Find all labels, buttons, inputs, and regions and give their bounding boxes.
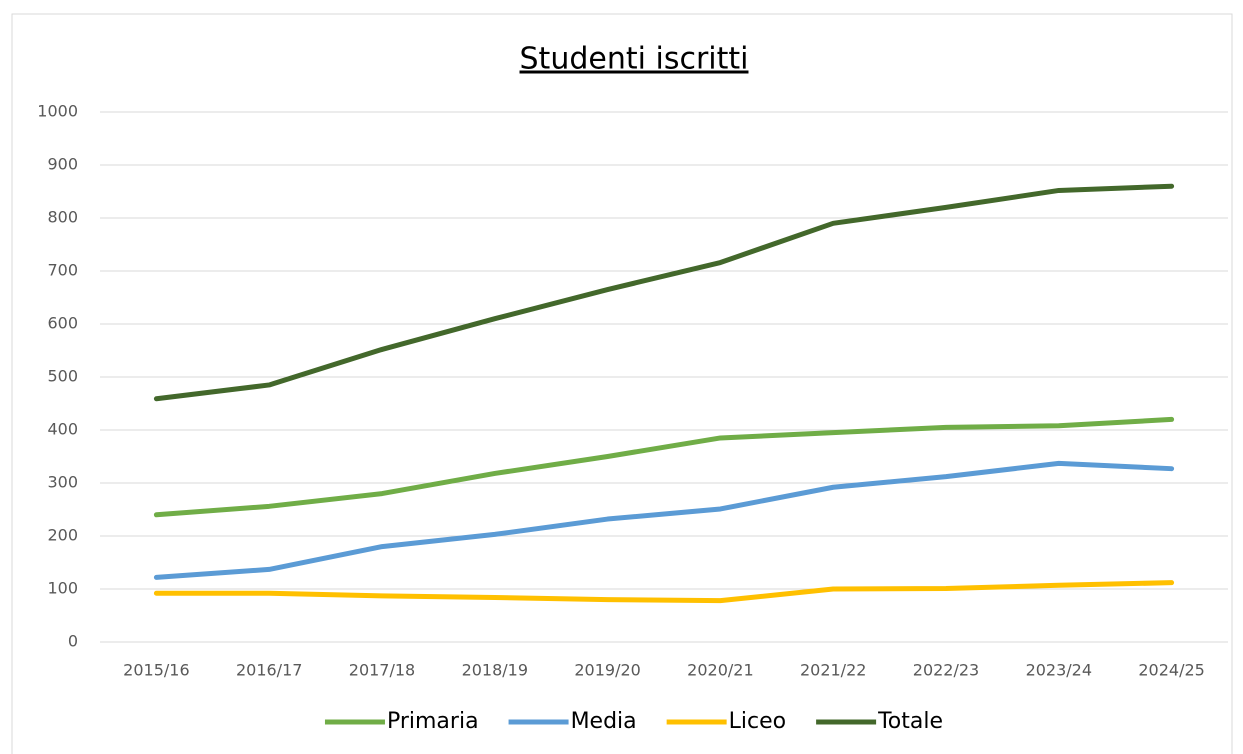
x-tick-label: 2023/24 — [1026, 661, 1092, 680]
x-tick-label: 2021/22 — [800, 661, 866, 680]
x-tick-label: 2022/23 — [913, 661, 979, 680]
y-tick-label: 100 — [47, 579, 78, 598]
y-tick-label: 1000 — [37, 102, 78, 121]
y-tick-label: 400 — [47, 420, 78, 439]
x-tick-label: 2024/25 — [1138, 661, 1204, 680]
x-tick-label: 2015/16 — [123, 661, 189, 680]
y-tick-label: 900 — [47, 155, 78, 174]
y-tick-label: 200 — [47, 526, 78, 545]
legend-label: Totale — [877, 709, 943, 734]
legend-label: Liceo — [729, 709, 786, 734]
y-tick-label: 700 — [47, 261, 78, 280]
series-line — [153, 183, 1175, 402]
series-line — [153, 416, 1175, 518]
y-tick-label: 500 — [47, 367, 78, 386]
chart-title: Studenti iscritti — [520, 42, 749, 77]
legend-label: Media — [571, 709, 637, 734]
chart-frame — [11, 13, 1233, 754]
legend: Primaria Media Liceo Totale — [324, 709, 943, 734]
series-line — [153, 460, 1175, 580]
x-tick-label: 2018/19 — [462, 661, 528, 680]
y-tick-label: 300 — [47, 473, 78, 492]
x-tick-label: 2019/20 — [574, 661, 640, 680]
series-line — [153, 580, 1175, 604]
x-tick-label: 2017/18 — [349, 661, 415, 680]
legend-label: Primaria — [387, 709, 479, 734]
y-tick-label: 800 — [47, 208, 78, 227]
y-tick-label: 600 — [47, 314, 78, 333]
x-tick-label: 2020/21 — [687, 661, 753, 680]
x-tick-label: 2016/17 — [236, 661, 302, 680]
y-tick-label: 0 — [68, 632, 78, 651]
